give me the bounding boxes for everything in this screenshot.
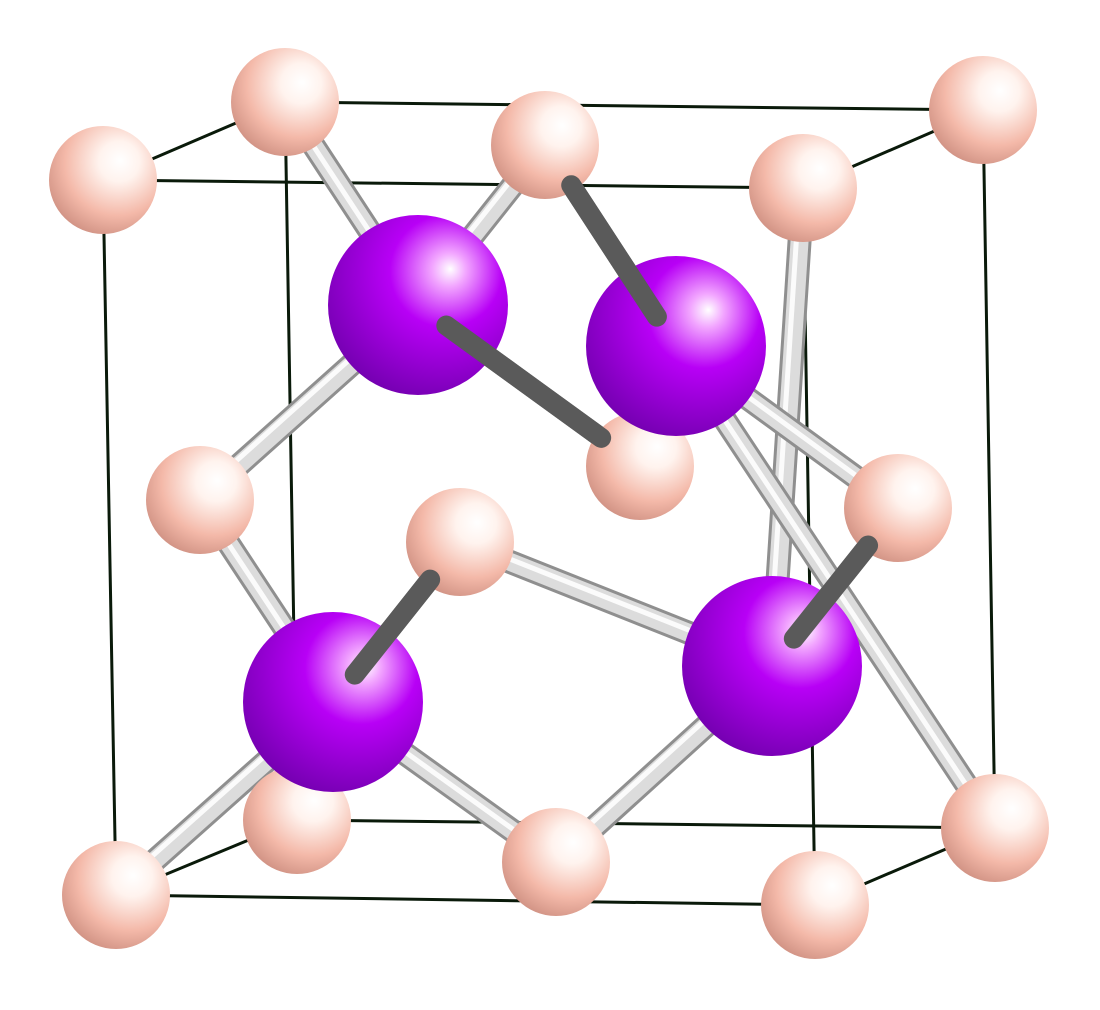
small-atom-c110 — [941, 774, 1049, 882]
small-atom-f_bottom — [502, 808, 610, 916]
large-atom-A3 — [328, 215, 508, 395]
small-atom-c111 — [929, 56, 1037, 164]
small-atom-c011 — [231, 48, 339, 156]
small-atom-f_left — [146, 446, 254, 554]
small-atom-f_back — [586, 412, 694, 520]
cell-edge-c001-c101 — [101, 178, 805, 190]
small-atom-f_front — [406, 488, 514, 596]
bond-front-A3-f_back — [436, 315, 612, 448]
cell-edge-c010-c110 — [295, 818, 997, 830]
small-atom-c000 — [62, 841, 170, 949]
small-atom-c001 — [49, 126, 157, 234]
cell-edge-c000-c100 — [114, 893, 817, 907]
cell-edge-c000-c001 — [101, 178, 118, 897]
bond-front-A2-f_right — [783, 535, 879, 649]
small-atom-c010 — [243, 766, 351, 874]
cell-edge-c110-c111 — [981, 108, 997, 830]
small-atom-c100 — [761, 851, 869, 959]
cell-edge-c011-c111 — [283, 100, 985, 112]
small-atom-f_right — [844, 454, 952, 562]
small-atom-c101 — [749, 134, 857, 242]
large-atom-A1 — [243, 612, 423, 792]
small-atom-f_top — [491, 91, 599, 199]
large-atom-A4 — [586, 256, 766, 436]
bond-front-A1-f_front — [344, 569, 441, 685]
bond-front-A4-f_top — [561, 175, 667, 327]
atom-layer — [49, 48, 1049, 959]
